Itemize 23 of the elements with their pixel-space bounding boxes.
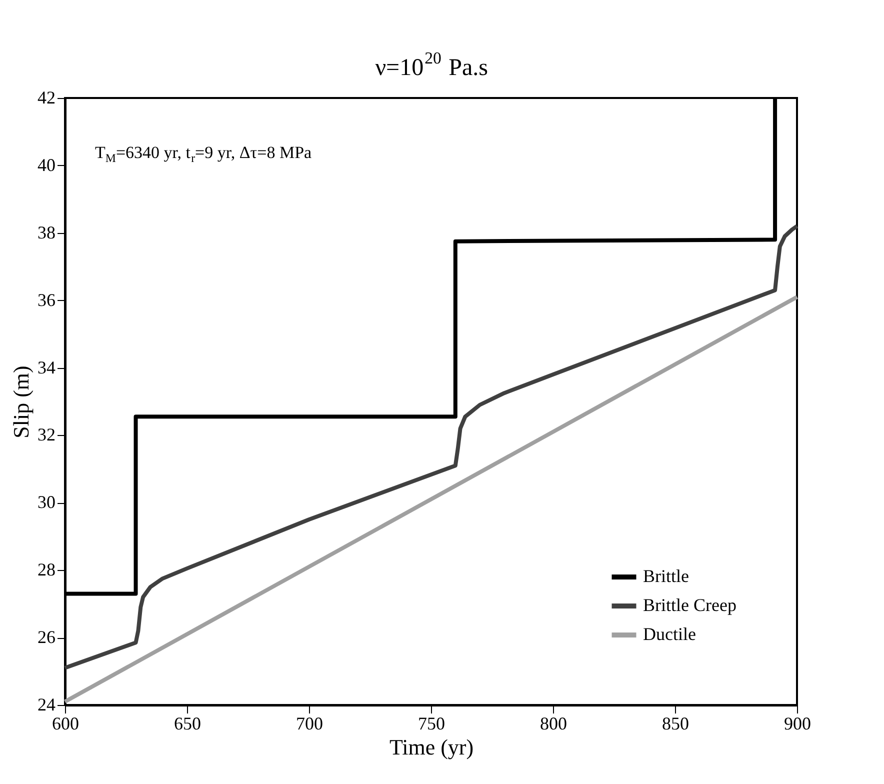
y-tick-label: 30: [38, 492, 56, 512]
y-tick-label: 28: [38, 560, 56, 580]
x-tick-label: 900: [784, 714, 811, 734]
y-tick-label: 38: [38, 222, 56, 242]
x-tick-label: 600: [52, 714, 79, 734]
x-tick-label: 800: [540, 714, 567, 734]
legend-label: Brittle Creep: [643, 595, 736, 615]
y-tick-label: 24: [38, 694, 56, 714]
line-series: [63, 224, 799, 670]
y-tick-label: 34: [38, 357, 56, 378]
y-tick-label: 36: [38, 290, 56, 310]
x-tick-label: 750: [418, 714, 445, 734]
legend-label: Ductile: [643, 624, 696, 644]
y-tick-label: 42: [38, 88, 56, 108]
x-axis-title: Time (yr): [389, 734, 474, 760]
y-tick-label: 26: [38, 627, 56, 648]
y-axis-title: Slip (m): [8, 366, 34, 438]
x-tick-label: 700: [296, 714, 323, 734]
x-tick-label: 650: [174, 714, 201, 734]
x-tick-label: 850: [662, 714, 689, 734]
y-tick-label: 32: [38, 424, 56, 445]
y-tick-label: 40: [38, 154, 56, 175]
legend-label: Brittle: [643, 566, 690, 586]
